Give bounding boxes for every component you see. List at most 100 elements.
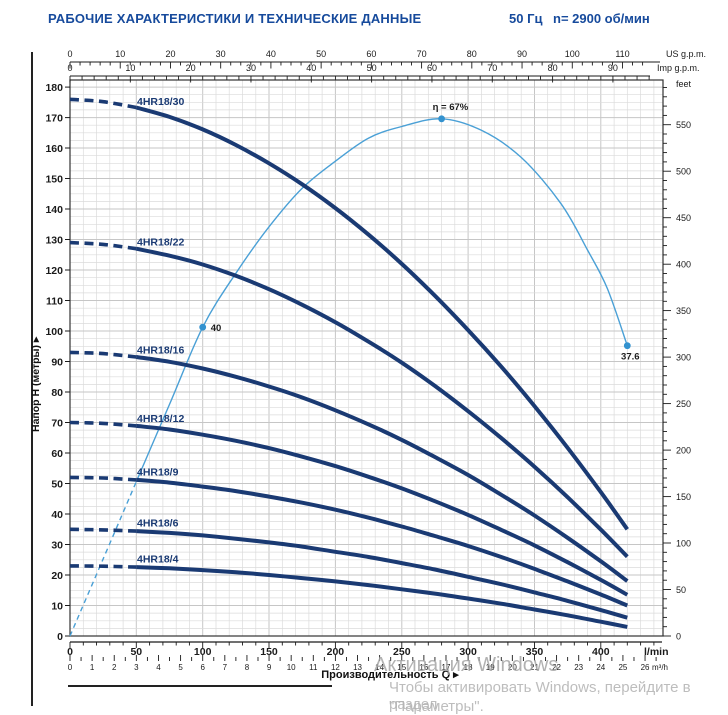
speed-label: n= 2900 об/мин bbox=[553, 11, 650, 26]
tick-label: 60 bbox=[366, 49, 376, 59]
tick-label: 400 bbox=[592, 646, 610, 658]
axis-unit-us-gpm: US g.p.m. bbox=[666, 49, 706, 59]
pump-curve-label-4HR18/4: 4HR18/4 bbox=[137, 553, 179, 565]
tick-label: 50 bbox=[316, 49, 326, 59]
tick-label: 17 bbox=[442, 663, 451, 672]
pump-curve-4HR18/6 bbox=[136, 529, 628, 620]
tick-label: 100 bbox=[45, 326, 63, 338]
efficiency-marker-label: η = 67% bbox=[433, 102, 469, 113]
tick-label: 550 bbox=[676, 120, 691, 130]
tick-label: 300 bbox=[459, 646, 477, 658]
tick-label: 110 bbox=[615, 49, 629, 59]
tick-label: 110 bbox=[46, 296, 63, 308]
tick-label: 24 bbox=[596, 663, 605, 672]
efficiency-marker bbox=[438, 115, 445, 123]
pump-curve-dashed-4HR18/4 bbox=[69, 564, 137, 569]
tick-label: 50 bbox=[367, 63, 377, 73]
tick-label: 23 bbox=[574, 663, 583, 672]
pump-curve-dashed-4HR18/6 bbox=[69, 527, 137, 533]
y-axis-title: Напор H (метры) ▸ bbox=[30, 336, 42, 432]
tick-label: 6 bbox=[200, 663, 205, 672]
efficiency-marker bbox=[623, 342, 631, 350]
tick-label: 50 bbox=[51, 479, 63, 491]
tick-label: 100 bbox=[676, 539, 691, 549]
pump-curve-dashed-4HR18/12 bbox=[69, 420, 137, 428]
tick-label: 19 bbox=[486, 663, 495, 672]
tick-label: 3 bbox=[134, 663, 139, 672]
axis-imp-gpm: 0 10 20 30 40 50 60 70 80 90 Imp g.p.m. bbox=[67, 63, 700, 83]
axis-unit-imp-gpm: Imp g.p.m. bbox=[657, 63, 700, 73]
axis-unit-m3h: m³/h bbox=[652, 663, 668, 672]
pump-curve-label-4HR18/12: 4HR18/12 bbox=[137, 413, 184, 425]
efficiency-curve-group: 40 η = 67% 37.6 bbox=[69, 102, 640, 637]
watermark-line-1: Активация Windows bbox=[374, 654, 559, 676]
pump-curve-label-4HR18/6: 4HR18/6 bbox=[137, 518, 179, 530]
pump-curve-4HR18/16 bbox=[136, 355, 629, 583]
tick-label: 4 bbox=[156, 663, 161, 672]
page-border-line bbox=[31, 52, 33, 706]
tick-label: 50 bbox=[676, 585, 686, 595]
tick-label: 40 bbox=[306, 63, 316, 73]
tick-label: 200 bbox=[676, 446, 691, 456]
tick-label: 10 bbox=[125, 63, 135, 73]
tick-label: 0 bbox=[57, 631, 63, 643]
tick-label: 0 bbox=[67, 646, 73, 658]
efficiency-marker bbox=[199, 323, 207, 331]
efficiency-marker-label: 40 bbox=[211, 323, 222, 334]
tick-label: 300 bbox=[676, 353, 691, 363]
tick-label: 80 bbox=[467, 49, 477, 59]
tick-label: 0 bbox=[68, 663, 73, 672]
tick-label: 2 bbox=[112, 663, 117, 672]
tick-label: 70 bbox=[51, 418, 63, 430]
tick-label: 90 bbox=[608, 63, 618, 73]
table-border-line bbox=[68, 685, 332, 687]
tick-label: 90 bbox=[51, 357, 63, 369]
tick-label: 30 bbox=[246, 63, 256, 73]
tick-label: 40 bbox=[51, 509, 63, 521]
x-axis-title: Производительность Q ▸ bbox=[321, 669, 459, 681]
tick-label: 350 bbox=[676, 306, 691, 316]
plot-border bbox=[69, 79, 664, 637]
pump-curve-4HR18/22 bbox=[135, 246, 629, 559]
tick-label: 150 bbox=[260, 646, 278, 658]
tick-label: 12 bbox=[331, 663, 340, 672]
pump-curve-dashed-4HR18/9 bbox=[69, 475, 137, 482]
axis-unit-lmin: l/min bbox=[644, 646, 669, 658]
tick-label: 60 bbox=[51, 448, 63, 460]
pump-curve-4HR18/9 bbox=[136, 477, 629, 608]
tick-label: 40 bbox=[266, 49, 276, 59]
tick-label: 400 bbox=[676, 260, 691, 270]
tick-label: 150 bbox=[45, 174, 63, 186]
pump-curve-4HR18/4 bbox=[136, 565, 628, 629]
tick-label: 70 bbox=[417, 49, 427, 59]
tick-label: 22 bbox=[552, 663, 561, 672]
tick-label: 90 bbox=[517, 49, 527, 59]
tick-label: 26 bbox=[641, 663, 650, 672]
page-title: РАБОЧИЕ ХАРАКТЕРИСТИКИ И ТЕХНИЧЕСКИЕ ДАН… bbox=[48, 11, 422, 26]
tick-label: 10 bbox=[51, 601, 63, 613]
tick-label: 7 bbox=[223, 663, 228, 672]
tick-label: 20 bbox=[51, 570, 63, 582]
tick-label: 130 bbox=[45, 235, 63, 247]
tick-label: 70 bbox=[487, 63, 497, 73]
tick-label: 5 bbox=[178, 663, 183, 672]
tick-label: 18 bbox=[464, 663, 473, 672]
axis-unit-feet: feet bbox=[676, 79, 692, 89]
tick-label: 9 bbox=[267, 663, 272, 672]
tick-label: 8 bbox=[245, 663, 250, 672]
tick-label: 350 bbox=[526, 646, 544, 658]
tick-label: 100 bbox=[565, 49, 580, 59]
tick-label: 170 bbox=[45, 113, 63, 125]
watermark-line-3: "Параметры". bbox=[389, 698, 484, 715]
tick-label: 250 bbox=[676, 399, 691, 409]
tick-label: 150 bbox=[676, 492, 691, 502]
tick-label: 20 bbox=[186, 63, 196, 73]
tick-label: 250 bbox=[393, 646, 411, 658]
tick-label: 21 bbox=[530, 663, 539, 672]
pump-curve-label-4HR18/9: 4HR18/9 bbox=[137, 467, 179, 479]
tick-label: 140 bbox=[45, 204, 63, 216]
efficiency-curve-dashed bbox=[69, 481, 137, 637]
tick-label: 1 bbox=[90, 663, 95, 672]
